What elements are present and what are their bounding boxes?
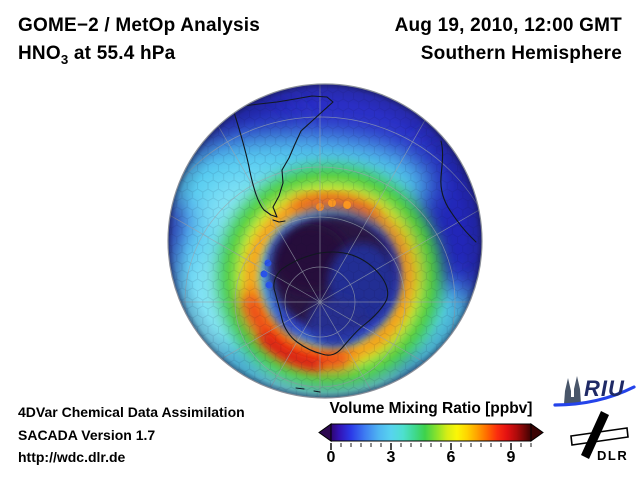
colorbar-tick-6: 6 <box>446 449 456 466</box>
colorbar <box>318 423 544 450</box>
riu-logo-text: RIU <box>584 376 625 401</box>
colorbar-title: Volume Mixing Ratio [ppbv] <box>329 400 533 417</box>
footer-assimilation-label: 4DVar Chemical Data Assimilation <box>18 404 245 420</box>
colorbar-right-arrow <box>530 423 544 442</box>
dlr-wing-solid <box>581 411 609 459</box>
plot-title-line2: HNO3 at 55.4 hPa <box>18 43 175 67</box>
hemisphere-label: Southern Hemisphere <box>420 43 622 64</box>
colorbar-tick-9: 9 <box>506 449 516 466</box>
colorbar-major-ticks <box>330 443 512 450</box>
species-name: HNO <box>18 43 61 64</box>
species-subscript: 3 <box>60 51 69 67</box>
datetime-label: Aug 19, 2010, 12:00 GMT <box>394 15 622 36</box>
pressure-level: at 55.4 hPa <box>68 43 176 64</box>
colorbar-left-arrow <box>318 423 332 442</box>
globe-map <box>167 83 483 399</box>
plot-title-line1: GOME−2 / MetOp Analysis <box>18 15 260 36</box>
colorbar-tick-0: 0 <box>326 449 336 466</box>
riu-logo <box>553 376 636 407</box>
limb-shading <box>168 84 482 398</box>
dlr-logo <box>570 411 629 459</box>
dlr-logo-text: DLR <box>597 448 629 463</box>
footer-url-label: http://wdc.dlr.de <box>18 449 126 465</box>
riu-swoosh <box>553 385 636 407</box>
footer-version-label: SACADA Version 1.7 <box>18 427 156 443</box>
riu-cathedral-icon <box>564 376 581 404</box>
dlr-wing-outlined <box>570 427 629 446</box>
globe-outline <box>167 83 483 399</box>
colorbar-minor-ticks <box>340 443 532 447</box>
colorbar-tick-3: 3 <box>386 449 396 466</box>
colorbar-gradient-bar <box>330 423 532 442</box>
